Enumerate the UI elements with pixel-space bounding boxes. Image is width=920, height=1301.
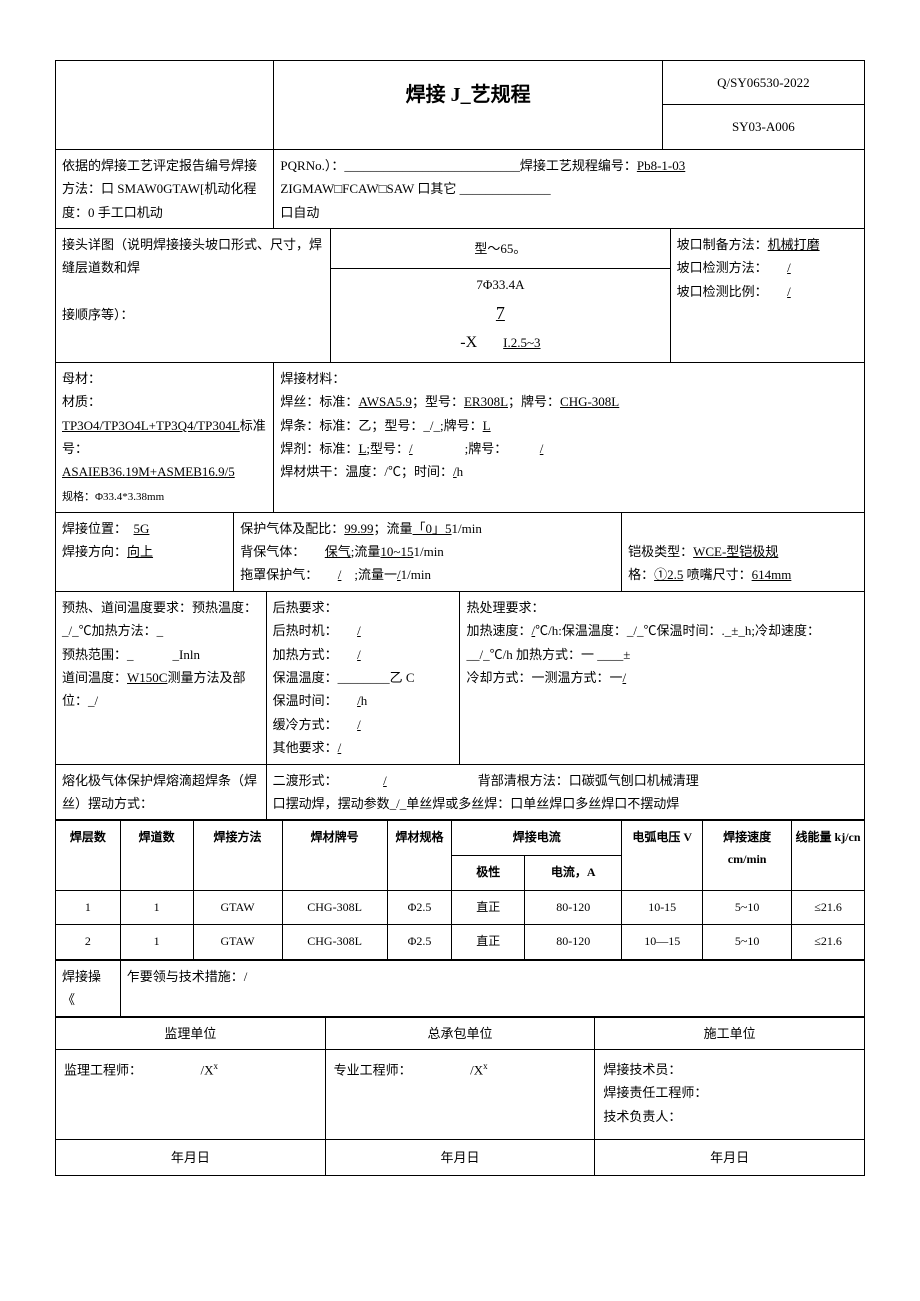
transfer-h: 熔化极气体保护焊熔滴超焊条（焊丝）摆动方式： <box>56 765 266 820</box>
position: 焊接位置： 5G 焊接方向：向上 <box>56 513 234 591</box>
date-3: 年月日 <box>595 1139 865 1175</box>
table-row: 11GTAWCHG-308LΦ2.5直正80-12010-155~10≤21.6 <box>56 890 865 925</box>
joint-diagram: 7Φ33.4A 7 -X I.2.5~3 <box>331 269 670 362</box>
sig-1: 监理工程师： /Xx <box>56 1049 326 1139</box>
date-1: 年月日 <box>56 1139 326 1175</box>
date-2: 年月日 <box>325 1139 595 1175</box>
doc-code-1: Q/SY06530-2022 <box>662 61 864 105</box>
base-metal: 母材： 材质： TP3O4/TP3O4L+TP3Q4/TP304L标准号： AS… <box>56 362 274 512</box>
doc-code-2: SY03-A006 <box>662 105 864 149</box>
params-table: 焊层数 焊道数 焊接方法 焊材牌号 焊材规格 焊接电流 电弧电压 V 焊接速度 … <box>55 820 865 959</box>
joint-angle: 型～65。 <box>331 229 670 269</box>
postheat: 后热要求： 后热时机： / 加热方式： / 保温温度：________乙 C 保… <box>266 592 460 764</box>
notes-l: 焊接操《 <box>56 960 121 1016</box>
doc-title: 焊接 J_艺规程 <box>274 61 662 150</box>
sig-h1: 监理单位 <box>56 1017 326 1049</box>
sig-2: 专业工程师： /Xx <box>325 1049 595 1139</box>
shielding-gas: 保护气体及配比：99.99；流量「0」51/min 背保气体： 保气;流量10~… <box>234 513 622 591</box>
notes-r: 乍要领与技术措施：/ <box>120 960 864 1016</box>
basis-cell: 依据的焊接工艺评定报告编号焊接方法：口 SMAW0GTAW[机动化程度：0 手工… <box>56 149 274 228</box>
electrode: 铠极类型：WCE-型铠极规 格：①2.5 喷嘴尺寸：614mm <box>622 513 864 591</box>
sig-h2: 总承包单位 <box>325 1017 595 1049</box>
weld-metal: 焊接材料： 焊丝：标准：AWSA5.9；型号：ER308L；牌号：CHG-308… <box>274 362 865 512</box>
sig-3: 焊接技术员： 焊接责任工程师： 技术负责人： <box>595 1049 865 1139</box>
transfer-body: 二渡形式： / 背部清根方法：口碳弧气刨口机械清理 口摆动焊，摆动参数_/_单丝… <box>266 765 864 820</box>
pqr-cell: PQRNo.）：___________________________焊接工艺规… <box>274 149 865 228</box>
preheat: 预热、道间温度要求：预热温度：_/_℃加热方法：_ 预热范围：_ _Inln 道… <box>56 592 266 764</box>
pwht: 热处理要求： 加热速度：/℃/h:保温温度：_/_℃保温时间：._±_h;冷却速… <box>460 592 864 764</box>
joint-intro: 接头详图（说明焊接接头坡口形式、尺寸，焊缝层道数和焊 接顺序等）： <box>56 229 331 362</box>
table-row: 21GTAWCHG-308LΦ2.5直正80-12010—155~10≤21.6 <box>56 925 865 960</box>
sig-h3: 施工单位 <box>595 1017 865 1049</box>
joint-prep: 坡口制备方法：机械打磨 坡口检测方法： / 坡口检测比例： / <box>670 229 864 362</box>
